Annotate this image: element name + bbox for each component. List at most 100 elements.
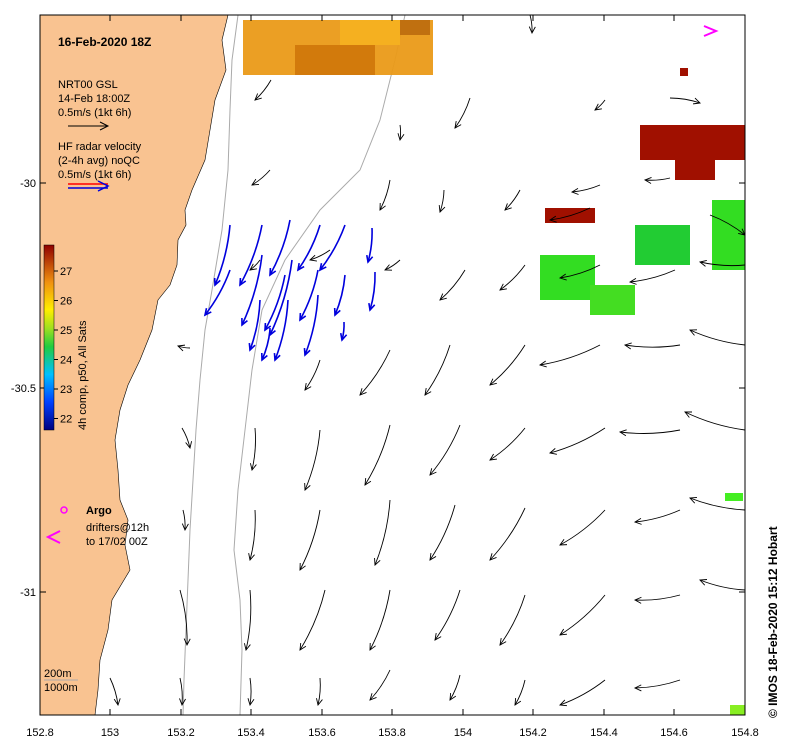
colorbar-tick-label: 24 xyxy=(60,355,72,367)
depth-contour-1000m xyxy=(233,15,406,715)
colorbar-label: 4h comp, p50, All Sats xyxy=(77,320,89,430)
gsl-arrow xyxy=(684,411,745,431)
gsl-arrow xyxy=(316,677,323,707)
gsl-arrow xyxy=(570,184,601,195)
gsl-arrow xyxy=(304,359,321,391)
gsl-arrow xyxy=(499,594,526,646)
x-tick-label: 153 xyxy=(101,727,119,739)
depth-legend-1000m: 1000m xyxy=(44,682,78,694)
gsl-arrow xyxy=(633,679,681,692)
gsl-arrow xyxy=(558,264,601,281)
gsl-arrow xyxy=(249,259,261,271)
gsl-arrow xyxy=(299,509,321,571)
gsl-current-arrows xyxy=(109,15,745,707)
gsl-arrow xyxy=(528,15,536,35)
hf-radar-arrow xyxy=(264,274,286,332)
colorbar-tick-label: 22 xyxy=(60,414,72,426)
gsl-arrow xyxy=(374,499,391,566)
hf-legend-line2: (2-4h avg) noQC xyxy=(58,155,140,167)
x-tick-label: 154.6 xyxy=(660,727,688,739)
y-tick-label: -30.5 xyxy=(11,383,36,395)
gsl-arrow xyxy=(309,249,331,262)
gsl-arrow xyxy=(244,589,252,652)
hf-legend-line3: 0.5m/s (1kt 6h) xyxy=(58,169,131,181)
drifter-legend-line2: to 17/02 00Z xyxy=(86,536,148,548)
gsl-legend-line2: 14-Feb 18:00Z xyxy=(58,93,130,105)
gsl-arrow xyxy=(699,579,745,591)
colorbar-tick-label: 25 xyxy=(60,325,72,337)
gsl-arrow xyxy=(181,509,189,532)
hf-radar-arrow xyxy=(269,219,291,277)
hf-radar-arrows xyxy=(203,219,376,362)
gsl-arrow xyxy=(643,177,671,184)
sst-colorbar xyxy=(43,244,55,431)
hf-radar-arrow xyxy=(339,321,348,342)
hf-radar-arrow xyxy=(368,271,376,312)
gsl-arrow xyxy=(559,509,606,546)
hf-radar-arrow xyxy=(213,224,231,287)
x-tick-label: 154 xyxy=(454,727,472,739)
x-tick-label: 153.6 xyxy=(308,727,336,739)
gsl-arrow xyxy=(449,674,461,701)
depth-legend-200m: 200m xyxy=(44,668,72,680)
gsl-arrow xyxy=(439,269,466,301)
x-tick-label: 154.8 xyxy=(731,727,759,739)
hf-radar-arrow xyxy=(318,224,346,272)
colorbar-ticks: 27 26 25 24 23 22 xyxy=(54,266,72,426)
gsl-arrow xyxy=(514,679,526,706)
gsl-arrow xyxy=(364,424,391,486)
gsl-arrow xyxy=(628,269,676,285)
gsl-legend-arrow xyxy=(68,121,110,131)
colorbar-tick-label: 27 xyxy=(60,266,72,278)
argo-label: Argo xyxy=(86,505,112,517)
gsl-arrow xyxy=(379,179,391,211)
gsl-arrow xyxy=(549,427,606,455)
gsl-arrow xyxy=(489,507,526,561)
drifter-legend-line1: drifters@12h xyxy=(86,522,149,534)
gsl-arrow xyxy=(304,429,321,491)
hf-radar-arrow xyxy=(333,274,346,317)
gsl-arrow xyxy=(359,349,391,396)
hf-legend-line1: HF radar velocity xyxy=(58,141,142,153)
gsl-arrow xyxy=(698,260,745,267)
land-coastline xyxy=(40,15,229,715)
gsl-arrow xyxy=(254,79,272,101)
hf-radar-arrow xyxy=(260,329,271,362)
gsl-arrow xyxy=(709,214,745,236)
gsl-arrow xyxy=(618,429,681,437)
gsl-arrow xyxy=(499,264,526,291)
colorbar-tick-label: 23 xyxy=(60,384,72,396)
gsl-arrow xyxy=(248,509,256,562)
gsl-arrow xyxy=(559,594,606,636)
credit-text: © IMOS 18-Feb-2020 15:12 Hobart xyxy=(766,526,780,718)
gsl-legend-line3: 0.5m/s (1kt 6h) xyxy=(58,107,131,119)
hf-radar-arrow xyxy=(273,299,289,362)
hf-radar-arrow xyxy=(303,294,319,357)
x-tick-label: 153.2 xyxy=(167,727,195,739)
sst-patch-red xyxy=(545,68,745,223)
gsl-arrow xyxy=(669,97,701,105)
gsl-arrow xyxy=(689,329,745,346)
sst-patch-warm xyxy=(243,20,433,75)
gsl-arrow xyxy=(250,427,257,472)
x-tick-label: 153.8 xyxy=(378,727,406,739)
hf-radar-arrow xyxy=(365,227,374,264)
gsl-arrow xyxy=(623,342,681,350)
gsl-arrow xyxy=(689,497,745,511)
gsl-arrow xyxy=(384,259,401,271)
gsl-arrow xyxy=(369,589,391,651)
gsl-arrow xyxy=(633,594,681,604)
gsl-arrow xyxy=(434,589,461,641)
gsl-arrow xyxy=(179,589,191,647)
y-axis: -30 -30.5 -31 xyxy=(11,178,745,599)
hf-radar-arrow xyxy=(241,254,263,327)
gsl-arrow xyxy=(251,169,271,186)
gsl-arrow xyxy=(397,124,405,142)
gsl-arrow xyxy=(489,344,526,386)
hf-radar-arrow xyxy=(203,269,231,317)
hf-legend-arrow xyxy=(68,180,110,192)
gsl-arrow xyxy=(438,189,446,213)
x-tick-label: 154.4 xyxy=(590,727,618,739)
gsl-arrow xyxy=(504,189,521,211)
gsl-arrow xyxy=(181,427,193,450)
